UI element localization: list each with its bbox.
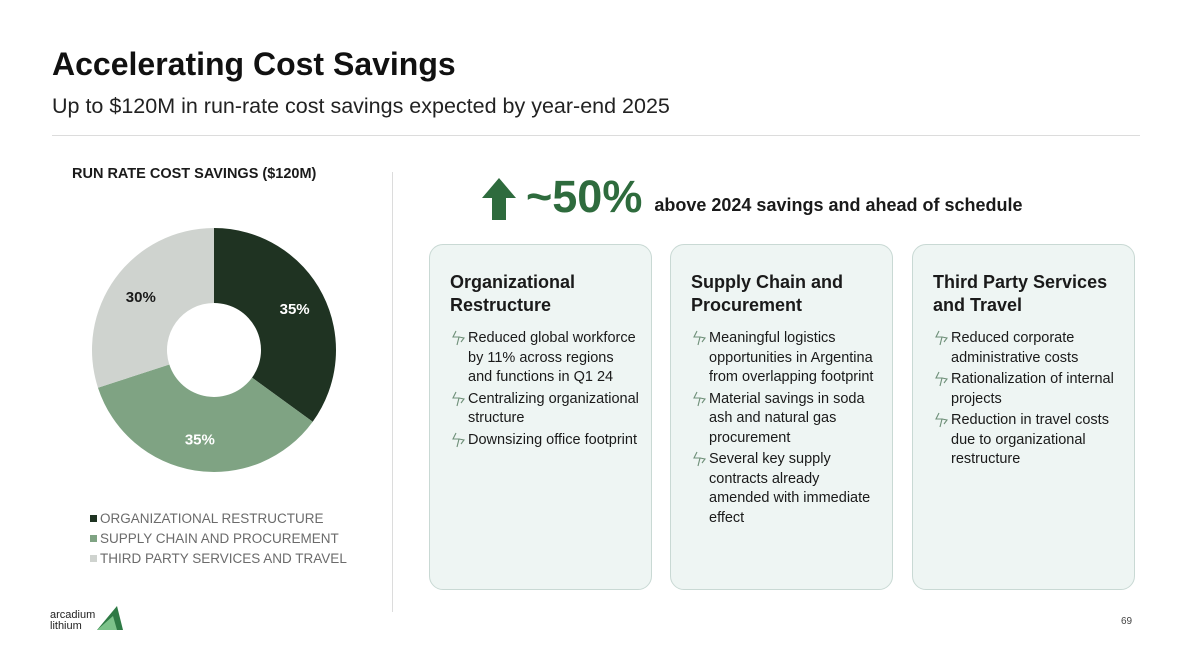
lightning-bullet-icon	[933, 370, 951, 388]
bullet-item: Meaningful logistics opportunities in Ar…	[691, 329, 882, 388]
bullet-text: Material savings in soda ash and natural…	[709, 390, 882, 449]
up-arrow-icon	[480, 176, 518, 222]
card-supply-chain: Supply Chain and Procurement Meaningful …	[670, 244, 893, 590]
bullet-item: Centralizing organizational structure	[450, 390, 641, 429]
lightning-bullet-icon	[933, 329, 951, 347]
slice-organizational-restructure	[214, 228, 336, 422]
slice-label: 35%	[185, 431, 215, 448]
legend-label: THIRD PARTY SERVICES AND TRAVEL	[100, 551, 347, 566]
page-subtitle: Up to $120M in run-rate cost savings exp…	[52, 94, 670, 119]
logo-wordmark: arcadium lithium	[50, 610, 95, 632]
card-third-party-services: Third Party Services and Travel Reduced …	[912, 244, 1135, 590]
chart-title: RUN RATE COST SAVINGS ($120M)	[72, 166, 316, 182]
bullet-text: Downsizing office footprint	[468, 431, 641, 451]
bullet-item: Reduction in travel costs due to organiz…	[933, 411, 1124, 470]
slice-label: 35%	[280, 301, 310, 318]
card-title: Organizational Restructure	[450, 271, 641, 317]
savings-percent: ~50%	[526, 172, 642, 222]
chart-legend: ORGANIZATIONAL RESTRUCTURE SUPPLY CHAIN …	[90, 508, 347, 568]
legend-label: ORGANIZATIONAL RESTRUCTURE	[100, 511, 324, 526]
bullet-item: Rationalization of internal projects	[933, 370, 1124, 409]
lightning-bullet-icon	[691, 450, 709, 468]
legend-swatch	[90, 535, 97, 542]
lightning-bullet-icon	[450, 390, 468, 408]
legend-item-third-party: THIRD PARTY SERVICES AND TRAVEL	[90, 548, 347, 568]
bullet-text: Reduced global workforce by 11% across r…	[468, 329, 641, 388]
legend-swatch	[90, 555, 97, 562]
vertical-divider	[392, 172, 393, 612]
bullet-text: Several key supply contracts already ame…	[709, 450, 882, 528]
bullet-item: Downsizing office footprint	[450, 431, 641, 451]
page-number: 69	[1121, 616, 1132, 627]
bullet-text: Reduced corporate administrative costs	[951, 329, 1124, 368]
card-title: Supply Chain and Procurement	[691, 271, 882, 317]
bullet-item: Reduced global workforce by 11% across r…	[450, 329, 641, 388]
legend-label: SUPPLY CHAIN AND PROCUREMENT	[100, 531, 339, 546]
card-organizational-restructure: Organizational Restructure Reduced globa…	[429, 244, 652, 590]
bullet-text: Rationalization of internal projects	[951, 370, 1124, 409]
legend-item-supply-chain: SUPPLY CHAIN AND PROCUREMENT	[90, 528, 347, 548]
bullet-item: Several key supply contracts already ame…	[691, 450, 882, 528]
lightning-bullet-icon	[450, 431, 468, 449]
company-logo: arcadium lithium	[50, 604, 125, 632]
savings-headline: ~50% above 2024 savings and ahead of sch…	[480, 172, 1023, 222]
legend-swatch	[90, 515, 97, 522]
bullet-item: Material savings in soda ash and natural…	[691, 390, 882, 449]
logo-line-2: lithium	[50, 621, 95, 632]
lightning-bullet-icon	[691, 390, 709, 408]
card-title: Third Party Services and Travel	[933, 271, 1124, 317]
bullet-text: Meaningful logistics opportunities in Ar…	[709, 329, 882, 388]
logo-mountain-icon	[95, 604, 125, 632]
lightning-bullet-icon	[691, 329, 709, 347]
bullet-item: Reduced corporate administrative costs	[933, 329, 1124, 368]
legend-item-organizational: ORGANIZATIONAL RESTRUCTURE	[90, 508, 347, 528]
slice-label: 30%	[126, 289, 156, 306]
page-title: Accelerating Cost Savings	[52, 46, 456, 83]
donut-chart: 35% 35% 30%	[80, 216, 348, 484]
bullet-text: Centralizing organizational structure	[468, 390, 641, 429]
lightning-bullet-icon	[933, 411, 951, 429]
lightning-bullet-icon	[450, 329, 468, 347]
header-divider	[52, 135, 1140, 136]
bullet-text: Reduction in travel costs due to organiz…	[951, 411, 1124, 470]
savings-headline-text: above 2024 savings and ahead of schedule	[654, 195, 1022, 216]
slice-third-party-services	[92, 228, 214, 388]
